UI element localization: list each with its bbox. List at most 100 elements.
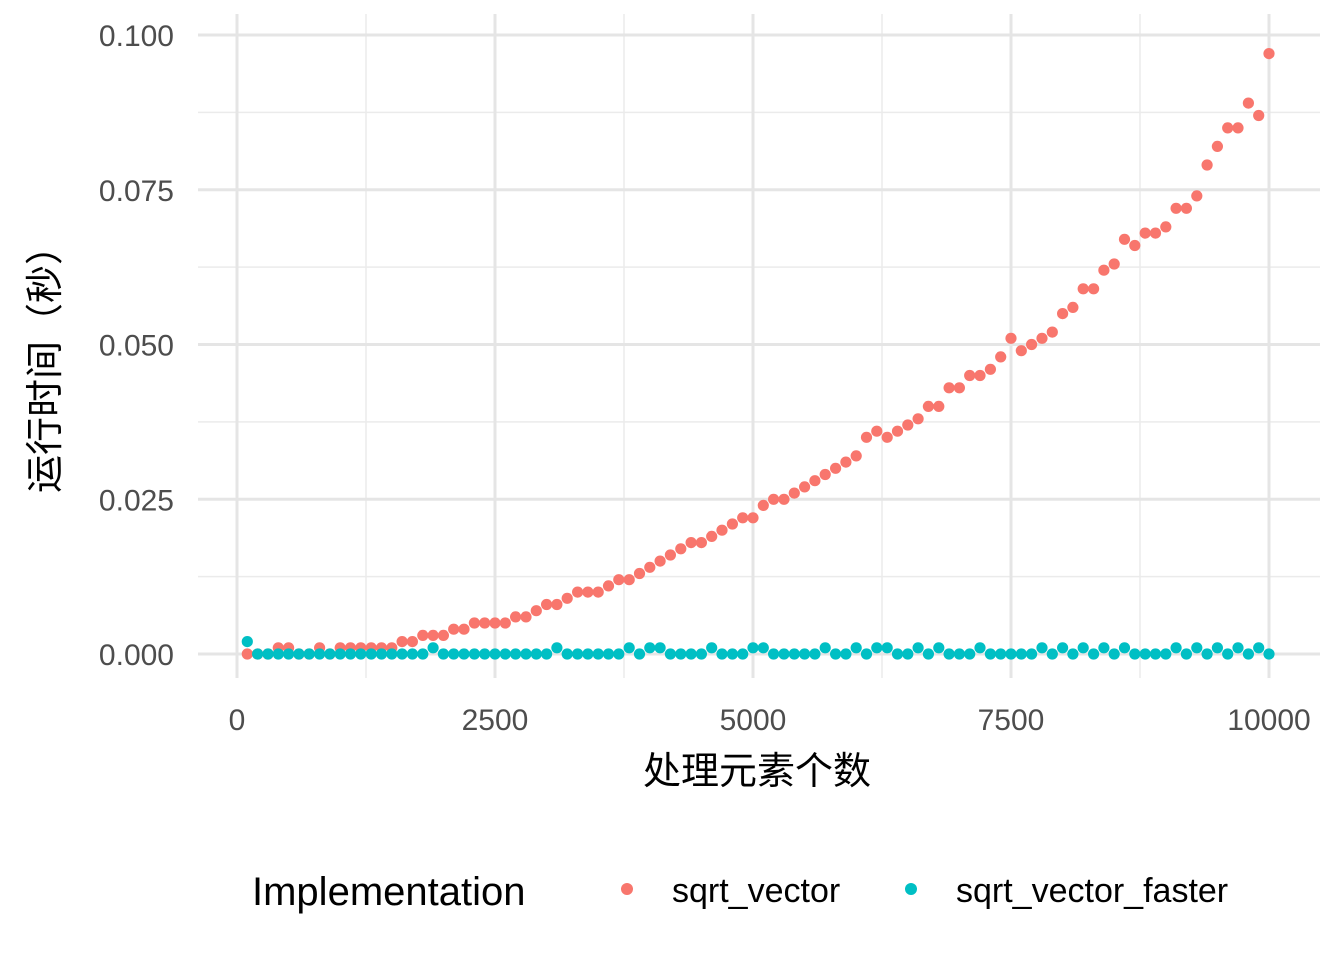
point-sqrt-vector bbox=[530, 605, 542, 617]
point-sqrt-vector-faster bbox=[922, 648, 935, 660]
point-sqrt-vector bbox=[726, 518, 739, 530]
point-sqrt-vector-faster bbox=[551, 642, 563, 654]
legend-key-sqrt-vector-faster bbox=[905, 883, 917, 895]
point-sqrt-vector bbox=[551, 598, 563, 611]
point-sqrt-vector-faster bbox=[602, 648, 615, 660]
point-sqrt-vector-faster bbox=[623, 642, 635, 654]
point-sqrt-vector bbox=[654, 555, 666, 567]
point-sqrt-vector bbox=[747, 512, 759, 524]
point-sqrt-vector-faster bbox=[303, 648, 315, 660]
point-sqrt-vector-faster bbox=[1160, 648, 1172, 660]
point-sqrt-vector bbox=[623, 574, 635, 586]
point-sqrt-vector-faster bbox=[933, 642, 945, 654]
point-sqrt-vector-faster bbox=[964, 648, 976, 660]
point-sqrt-vector-faster bbox=[654, 642, 666, 654]
point-sqrt-vector bbox=[922, 400, 935, 412]
point-sqrt-vector-faster bbox=[1088, 648, 1100, 660]
point-sqrt-vector-faster bbox=[1253, 642, 1265, 654]
point-sqrt-vector bbox=[675, 543, 687, 555]
y-tick-label: 0.025 bbox=[99, 484, 174, 517]
y-tick-label: 0.075 bbox=[99, 175, 174, 208]
point-sqrt-vector-faster bbox=[437, 648, 449, 660]
point-sqrt-vector-faster bbox=[664, 648, 677, 660]
point-sqrt-vector-faster bbox=[1170, 642, 1182, 654]
point-sqrt-vector bbox=[902, 419, 914, 431]
point-sqrt-vector bbox=[437, 629, 449, 642]
point-sqrt-vector-faster bbox=[1108, 648, 1120, 660]
point-sqrt-vector bbox=[592, 586, 604, 598]
point-sqrt-vector-faster bbox=[1211, 642, 1223, 654]
point-sqrt-vector bbox=[860, 431, 873, 443]
point-sqrt-vector-faster bbox=[448, 648, 460, 660]
point-sqrt-vector-faster bbox=[881, 642, 893, 654]
point-sqrt-vector bbox=[881, 431, 893, 443]
point-sqrt-vector bbox=[1046, 326, 1058, 338]
point-sqrt-vector-faster bbox=[675, 648, 687, 660]
point-sqrt-vector-faster bbox=[840, 648, 852, 660]
data-points bbox=[241, 48, 1275, 660]
point-sqrt-vector-faster bbox=[1057, 642, 1069, 654]
tick-labels: 0 2500 5000 7500 10000 0.000 0.025 0.050 0.075 0.… bbox=[99, 20, 1311, 737]
point-sqrt-vector-faster bbox=[695, 648, 708, 660]
y-tick-label: 0.050 bbox=[99, 330, 174, 363]
point-sqrt-vector bbox=[468, 617, 480, 629]
point-sqrt-vector bbox=[1077, 283, 1089, 295]
point-sqrt-vector bbox=[974, 369, 986, 382]
point-sqrt-vector-faster bbox=[406, 648, 418, 660]
y-tick-label: 0.100 bbox=[99, 20, 174, 53]
point-sqrt-vector bbox=[1026, 338, 1038, 351]
point-sqrt-vector-faster bbox=[737, 648, 749, 660]
point-sqrt-vector bbox=[1118, 233, 1131, 245]
point-sqrt-vector-faster bbox=[1118, 642, 1131, 654]
point-sqrt-vector bbox=[984, 363, 997, 375]
point-sqrt-vector bbox=[695, 537, 708, 549]
point-sqrt-vector-faster bbox=[809, 648, 821, 660]
point-sqrt-vector-faster bbox=[974, 642, 986, 654]
point-sqrt-vector bbox=[427, 629, 439, 642]
point-sqrt-vector-faster bbox=[1026, 648, 1038, 660]
point-sqrt-vector bbox=[716, 524, 728, 536]
point-sqrt-vector bbox=[541, 598, 553, 611]
legend: Implementation sqrt_vector sqrt_vector_f… bbox=[252, 870, 1228, 914]
point-sqrt-vector-faster bbox=[582, 648, 594, 660]
point-sqrt-vector bbox=[613, 574, 625, 586]
point-sqrt-vector bbox=[1036, 332, 1048, 344]
point-sqrt-vector-faster bbox=[1015, 648, 1027, 660]
point-sqrt-vector bbox=[1139, 227, 1151, 239]
point-sqrt-vector bbox=[499, 617, 511, 629]
point-sqrt-vector-faster bbox=[334, 648, 346, 660]
point-sqrt-vector-faster bbox=[1149, 648, 1162, 660]
point-sqrt-vector-faster bbox=[375, 648, 388, 660]
point-sqrt-vector bbox=[479, 617, 491, 629]
point-sqrt-vector bbox=[1242, 97, 1254, 109]
point-sqrt-vector bbox=[830, 462, 842, 474]
point-sqrt-vector-faster bbox=[943, 648, 955, 660]
point-sqrt-vector-faster bbox=[747, 642, 759, 654]
point-sqrt-vector-faster bbox=[778, 648, 790, 660]
point-sqrt-vector bbox=[964, 369, 976, 382]
point-sqrt-vector-faster bbox=[1242, 648, 1254, 660]
point-sqrt-vector-faster bbox=[572, 648, 584, 660]
point-sqrt-vector bbox=[1088, 283, 1100, 295]
point-sqrt-vector bbox=[406, 636, 418, 648]
point-sqrt-vector bbox=[602, 580, 615, 592]
point-sqrt-vector-faster bbox=[757, 642, 769, 654]
point-sqrt-vector-faster bbox=[891, 648, 904, 660]
legend-title: Implementation bbox=[252, 870, 525, 914]
point-sqrt-vector bbox=[1005, 332, 1017, 344]
point-sqrt-vector bbox=[685, 537, 697, 549]
point-sqrt-vector bbox=[1170, 202, 1182, 214]
x-tick-label: 5000 bbox=[720, 704, 787, 737]
legend-key-sqrt-vector bbox=[621, 883, 633, 895]
point-sqrt-vector bbox=[1180, 202, 1192, 214]
point-sqrt-vector bbox=[891, 425, 904, 437]
point-sqrt-vector-faster bbox=[541, 648, 553, 660]
point-sqrt-vector-faster bbox=[365, 648, 377, 660]
point-sqrt-vector-faster bbox=[1129, 648, 1141, 660]
point-sqrt-vector-faster bbox=[726, 648, 739, 660]
point-sqrt-vector-faster bbox=[1139, 648, 1151, 660]
point-sqrt-vector bbox=[1191, 190, 1203, 202]
point-sqrt-vector-faster bbox=[788, 648, 800, 660]
point-sqrt-vector-faster bbox=[850, 642, 862, 654]
point-sqrt-vector bbox=[1098, 264, 1110, 276]
